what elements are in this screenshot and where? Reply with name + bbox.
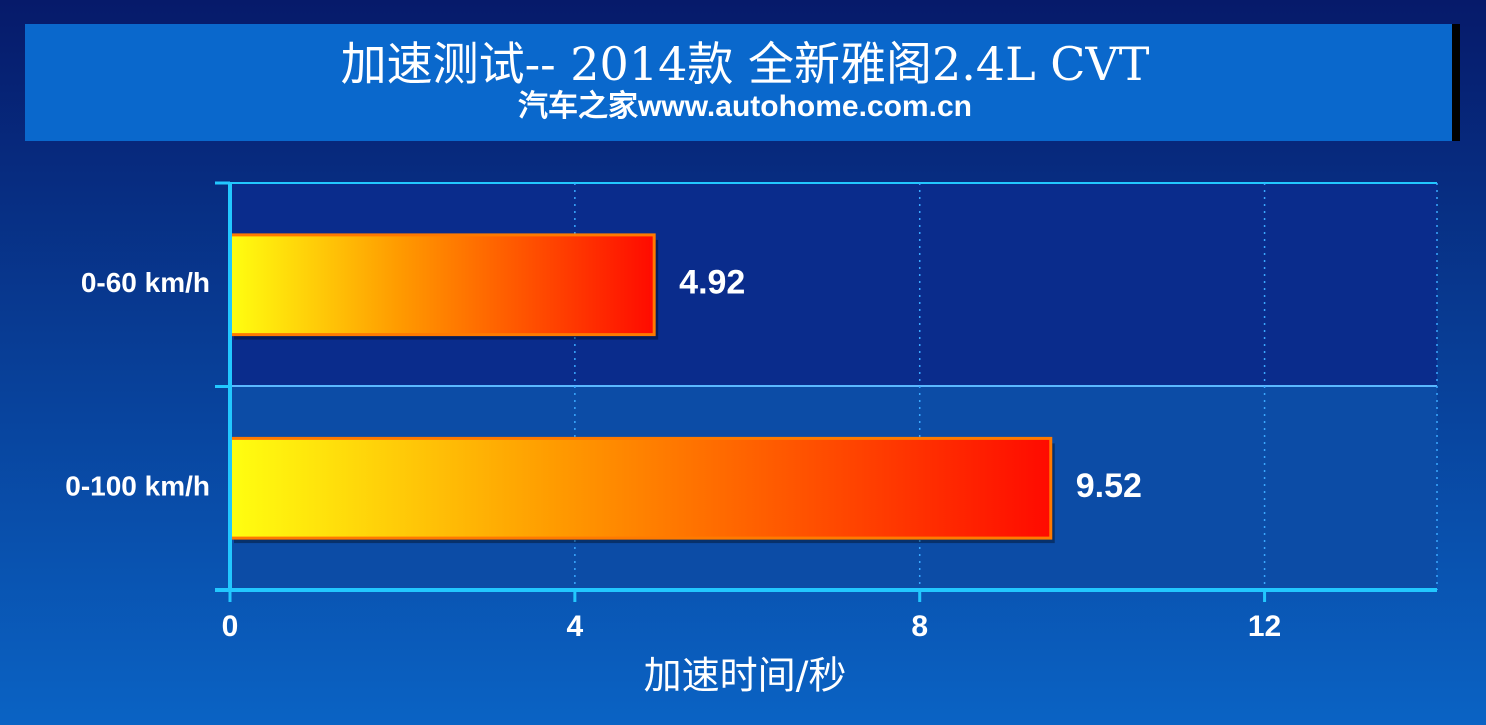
- y-tick-label: 0-60 km/h: [81, 267, 210, 298]
- x-tick-label: 0: [222, 610, 239, 643]
- bar: [228, 436, 1053, 540]
- x-tick-label: 4: [567, 610, 584, 643]
- x-tick-label: 12: [1248, 610, 1281, 643]
- chart-subtitle: 汽车之家www.autohome.com.cn: [518, 89, 972, 123]
- bar: [228, 233, 656, 337]
- x-axis-title: 加速时间/秒: [644, 654, 847, 698]
- y-tick-label: 0-100 km/h: [65, 471, 210, 502]
- title-box: [25, 24, 1452, 141]
- chart-title: 加速测试-- 2014款 全新雅阁2.4L CVT: [341, 37, 1150, 91]
- x-tick-label: 8: [911, 610, 928, 643]
- value-label: 9.52: [1076, 467, 1142, 505]
- value-label: 4.92: [679, 264, 745, 302]
